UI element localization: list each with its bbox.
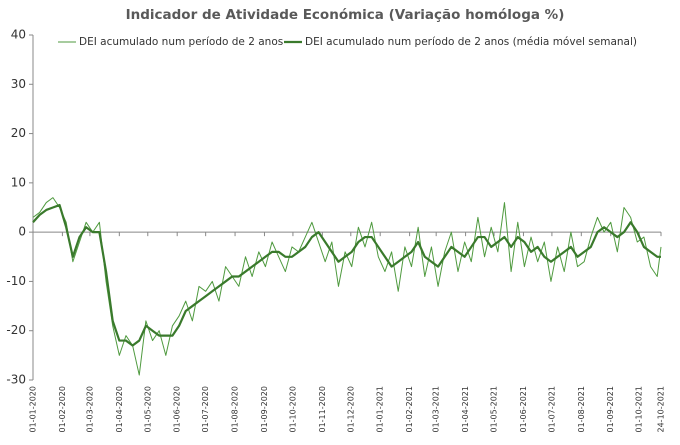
x-tick-label: 01-08-2020 — [231, 386, 240, 433]
y-tick-label: -10 — [6, 274, 26, 288]
x-tick-label: 01-05-2020 — [143, 386, 152, 433]
y-tick-label: 10 — [11, 175, 26, 189]
x-tick-label: 01-10-2021 — [635, 386, 644, 433]
x-tick-label: 01-01-2020 — [29, 386, 38, 433]
x-tick-label: 01-10-2020 — [288, 386, 297, 433]
x-tick-label: 01-04-2020 — [115, 386, 124, 433]
y-tick-label: -30 — [6, 373, 26, 387]
x-tick-label: 01-09-2020 — [260, 386, 269, 433]
x-tick-label: 01-03-2021 — [432, 386, 441, 433]
x-tick-label: 01-12-2020 — [346, 386, 355, 433]
x-tick-label: 24-10-2021 — [657, 386, 666, 433]
x-tick-label: 01-08-2021 — [577, 386, 586, 433]
x-tick-label: 01-07-2020 — [201, 386, 210, 433]
legend-label: DEI acumulado num período de 2 anos (méd… — [305, 36, 637, 48]
x-tick-label: 01-01-2021 — [376, 386, 385, 433]
series-line — [32, 203, 661, 347]
x-tick-label: 01-09-2021 — [606, 386, 615, 433]
x-tick-label: 01-02-2021 — [405, 386, 414, 433]
legend-label: DEI acumulado num período de 2 anos — [79, 36, 283, 48]
chart-title: Indicador de Atividade Económica (Variaç… — [126, 7, 565, 23]
x-tick-label: 01-06-2020 — [173, 386, 182, 433]
y-tick-label: -20 — [6, 323, 26, 337]
x-tick-label: 01-04-2021 — [461, 386, 470, 433]
x-tick-label: 01-05-2021 — [490, 386, 499, 433]
x-tick-label: 01-02-2020 — [58, 386, 67, 433]
x-tick-label: 01-07-2021 — [547, 386, 556, 433]
x-tick-label: 01-11-2020 — [318, 386, 327, 433]
x-tick-label: 01-06-2021 — [519, 386, 528, 433]
y-tick-label: 20 — [11, 126, 26, 140]
x-tick-label: 01-03-2020 — [85, 386, 94, 433]
y-tick-label: 0 — [18, 225, 26, 239]
y-tick-label: 30 — [11, 77, 26, 91]
series-line — [32, 197, 662, 376]
y-tick-label: 40 — [11, 28, 26, 42]
